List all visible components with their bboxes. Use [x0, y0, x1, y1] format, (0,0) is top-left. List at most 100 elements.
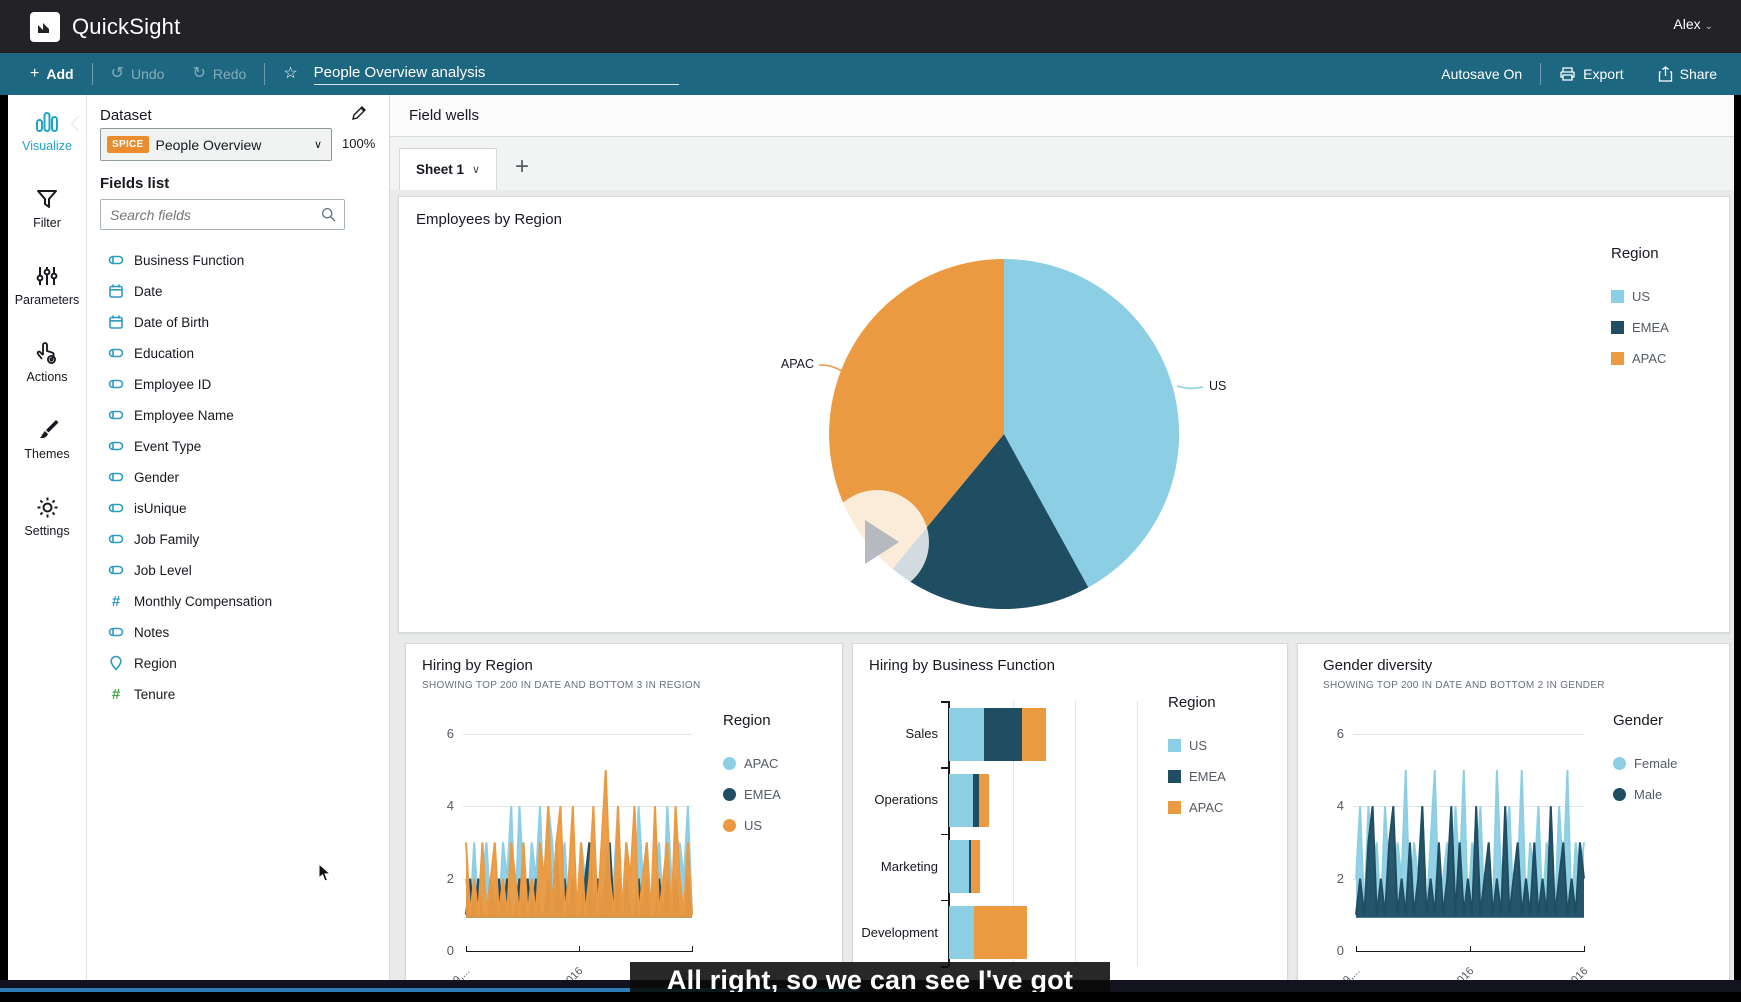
sidebar-item-label: Actions	[26, 370, 68, 384]
visual-hiring-by-region[interactable]: Hiring by Region SHOWING TOP 200 IN DATE …	[405, 643, 843, 993]
field-item-notes[interactable]: Notes	[108, 619, 368, 645]
chevron-down-icon: ⌄	[1704, 21, 1713, 32]
visual-employees-by-region[interactable]: Employees by Region Region US EMEA APAC APAC U…	[398, 196, 1730, 633]
legend-item-us[interactable]: US	[1611, 289, 1650, 304]
hash-icon: #	[108, 686, 124, 702]
video-caption: All right, so we can see I've got	[630, 962, 1110, 992]
field-label: Date	[134, 283, 163, 299]
field-item-region[interactable]: Region	[108, 650, 368, 676]
legend-item-emea[interactable]: EMEA	[1168, 769, 1226, 784]
gridline	[463, 878, 692, 880]
field-item-job-family[interactable]: Job Family	[108, 526, 368, 552]
bar-segment-us[interactable]	[949, 906, 974, 960]
sidebar-item-filter[interactable]: Filter	[8, 185, 86, 230]
gridline	[1353, 733, 1584, 735]
bar-segment-apac[interactable]	[973, 906, 1028, 960]
sidebar-item-label: Parameters	[14, 293, 80, 307]
export-button[interactable]: Export	[1559, 66, 1624, 82]
field-label: Job Level	[134, 562, 192, 578]
video-play-button[interactable]	[825, 490, 929, 594]
pie-chart	[399, 197, 1729, 637]
text-field-icon	[108, 469, 124, 485]
category-axis-tick	[941, 833, 948, 835]
category-axis-tick	[941, 899, 948, 902]
field-item-employee-id[interactable]: Employee ID	[108, 371, 368, 397]
field-item-business-function[interactable]: Business Function	[108, 247, 368, 273]
undo-icon: ↺	[110, 65, 124, 82]
y-axis-tick-label: 6	[1336, 725, 1344, 741]
field-item-isunique[interactable]: isUnique	[108, 495, 368, 521]
category-label-development: Development	[861, 924, 938, 940]
text-field-icon	[108, 345, 124, 361]
text-field-icon	[108, 438, 124, 454]
field-item-gender[interactable]: Gender	[108, 464, 368, 490]
field-item-event-type[interactable]: Event Type	[108, 433, 368, 459]
quicksight-logo-icon[interactable]	[30, 11, 60, 42]
bar-segment-apac[interactable]	[978, 773, 989, 827]
sidebar-item-themes[interactable]: Themes	[8, 416, 86, 461]
visual-hiring-by-business-function[interactable]: Hiring by Business Function Region US EMEA A…	[852, 643, 1288, 992]
legend-item-us[interactable]: US	[1168, 738, 1207, 753]
hand-gear-icon	[8, 339, 86, 367]
sidebar-item-settings[interactable]: Settings	[8, 493, 86, 538]
bar-segment-us[interactable]	[949, 773, 973, 827]
field-label: Employee ID	[134, 376, 212, 392]
legend-item-apac[interactable]: APAC	[1611, 351, 1666, 366]
svg-text:#: #	[112, 593, 121, 609]
legend-label: Male	[1634, 787, 1663, 802]
bar-segment-apac[interactable]	[1022, 707, 1046, 761]
dataset-select[interactable]: SPICE People Overview ∨	[100, 128, 332, 161]
y-axis-tick-label: 0	[446, 943, 454, 958]
category-axis-tick	[941, 701, 948, 703]
visual-gender-diversity[interactable]: Gender diversity SHOWING TOP 200 IN DATE …	[1297, 643, 1730, 993]
field-item-employee-name[interactable]: Employee Name	[108, 402, 368, 428]
field-label: Job Family	[134, 531, 200, 547]
fields-search-input[interactable]	[110, 205, 315, 225]
share-button[interactable]: Share	[1658, 66, 1717, 82]
legend-item-us[interactable]: US	[723, 818, 762, 833]
undo-button[interactable]: ↺ Undo	[110, 65, 165, 83]
field-wells-bar[interactable]: Field wells	[390, 95, 1734, 137]
bar-segment-us[interactable]	[949, 707, 984, 761]
text-field-icon	[108, 531, 124, 547]
legend-label: US	[1632, 289, 1651, 304]
field-item-education[interactable]: Education	[108, 340, 368, 366]
analysis-title-input[interactable]: People Overview analysis	[313, 64, 679, 85]
gridline	[1137, 701, 1138, 966]
svg-text:#: #	[112, 686, 121, 702]
edit-dataset-button[interactable]	[351, 105, 367, 126]
add-button[interactable]: + Add	[30, 65, 74, 83]
bar-segment-emea[interactable]	[983, 707, 1023, 761]
add-sheet-button[interactable]: +	[515, 153, 530, 180]
sidebar-item-parameters[interactable]: Parameters	[8, 262, 86, 307]
star-icon: ☆	[283, 65, 298, 82]
legend-item-apac[interactable]: APAC	[1168, 800, 1223, 815]
field-item-job-level[interactable]: Job Level	[108, 557, 368, 583]
bar-segment-emea[interactable]	[968, 840, 972, 894]
autosave-toggle[interactable]: Autosave On	[1441, 66, 1523, 82]
favorite-star-button[interactable]: ☆	[283, 66, 297, 82]
video-progress-bar[interactable]	[0, 988, 860, 992]
legend-item-male[interactable]: Male	[1613, 787, 1662, 802]
legend-item-apac[interactable]: APAC	[723, 756, 778, 771]
sidebar-item-actions[interactable]: Actions	[8, 339, 86, 384]
field-label: Monthly Compensation	[134, 593, 273, 609]
bar-segment-apac[interactable]	[971, 840, 980, 894]
sidebar-item-visualize[interactable]: Visualize	[8, 108, 86, 153]
field-item-date-of-birth[interactable]: Date of Birth	[108, 309, 368, 335]
tab-sheet-1[interactable]: Sheet 1 ∨	[399, 148, 497, 190]
field-item-tenure[interactable]: # Tenure	[108, 681, 368, 707]
chevron-down-icon: ∨	[471, 164, 481, 176]
user-menu[interactable]: Alex ⌄	[1673, 16, 1713, 32]
sliders-icon	[8, 262, 86, 290]
legend-item-emea[interactable]: EMEA	[1611, 320, 1669, 335]
field-item-date[interactable]: Date	[108, 278, 368, 304]
dataset-heading: Dataset	[100, 107, 152, 124]
bar-segment-us[interactable]	[949, 840, 969, 894]
legend-item-emea[interactable]: EMEA	[723, 787, 781, 802]
legend-item-female[interactable]: Female	[1613, 756, 1677, 771]
legend-swatch	[1613, 788, 1626, 801]
bar-segment-emea[interactable]	[972, 773, 979, 827]
redo-button[interactable]: ↻ Redo	[192, 65, 247, 83]
field-item-monthly-compensation[interactable]: # Monthly Compensation	[108, 588, 368, 614]
